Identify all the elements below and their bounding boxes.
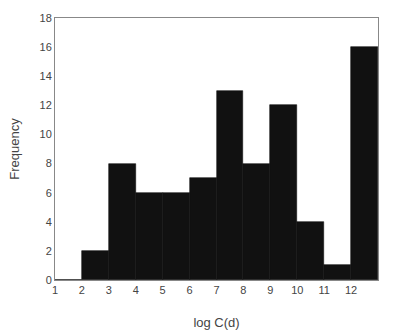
- svg-text:5: 5: [160, 284, 166, 296]
- svg-text:log C(d): log C(d): [193, 315, 239, 330]
- svg-text:1: 1: [52, 284, 58, 296]
- svg-text:Frequency: Frequency: [7, 118, 22, 180]
- svg-text:18: 18: [40, 12, 52, 24]
- svg-text:10: 10: [40, 128, 52, 140]
- svg-text:2: 2: [79, 284, 85, 296]
- svg-text:12: 12: [345, 284, 357, 296]
- svg-text:6: 6: [46, 187, 52, 199]
- svg-text:12: 12: [40, 99, 52, 111]
- svg-text:11: 11: [318, 284, 329, 296]
- svg-text:2: 2: [46, 245, 52, 257]
- svg-text:14: 14: [40, 70, 52, 82]
- svg-text:6: 6: [187, 284, 193, 296]
- svg-text:4: 4: [133, 284, 139, 296]
- svg-text:7: 7: [213, 284, 219, 296]
- svg-text:8: 8: [240, 284, 246, 296]
- svg-text:10: 10: [291, 284, 303, 296]
- svg-text:8: 8: [46, 157, 52, 169]
- svg-text:3: 3: [106, 284, 112, 296]
- svg-text:16: 16: [40, 41, 52, 53]
- svg-text:4: 4: [46, 216, 52, 228]
- svg-text:0: 0: [46, 274, 52, 286]
- svg-text:9: 9: [267, 284, 273, 296]
